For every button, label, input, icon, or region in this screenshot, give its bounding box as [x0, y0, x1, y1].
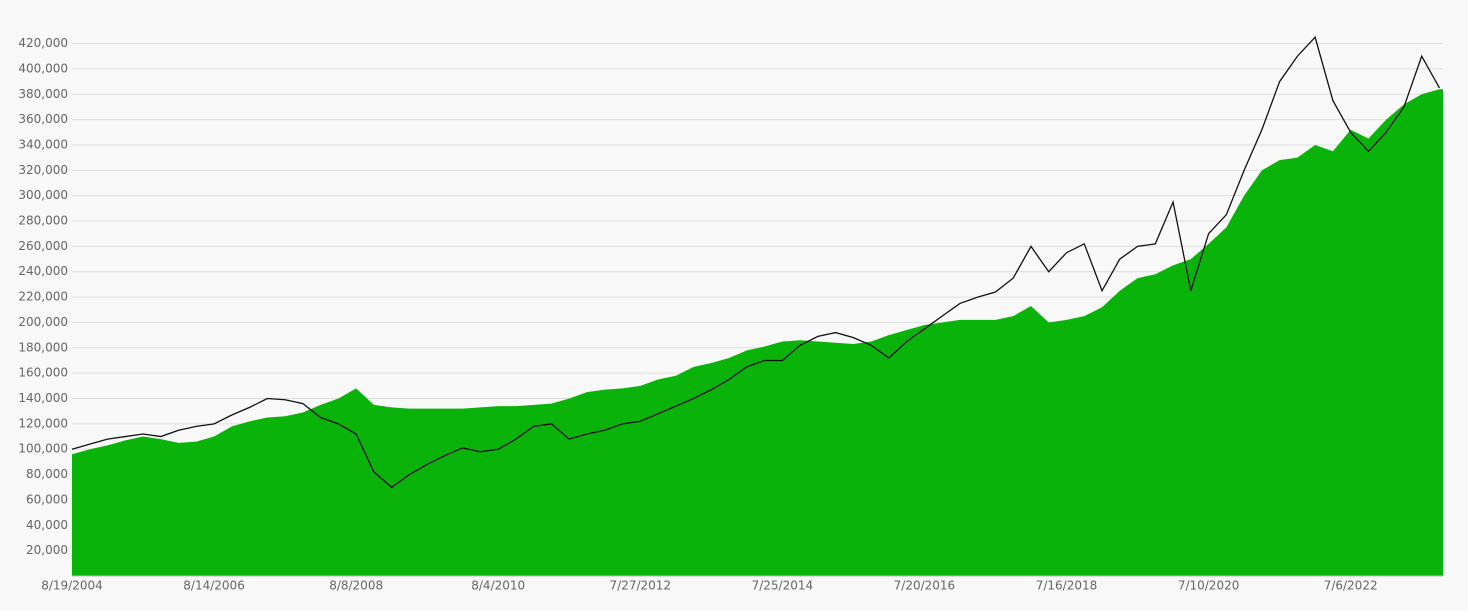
y-tick-label: 400,000	[18, 61, 68, 75]
x-tick-label: 8/8/2008	[329, 579, 383, 593]
y-tick-label: 220,000	[18, 290, 68, 304]
x-tick-label: 8/19/2004	[41, 579, 103, 593]
x-tick-label: 7/27/2012	[610, 579, 672, 593]
y-tick-label: 360,000	[18, 112, 68, 126]
y-tick-label: 200,000	[18, 315, 68, 329]
y-tick-label: 20,000	[26, 543, 68, 557]
y-tick-label: 120,000	[18, 416, 68, 430]
y-tick-label: 80,000	[26, 467, 68, 481]
y-tick-label: 140,000	[18, 391, 68, 405]
y-tick-label: 300,000	[18, 188, 68, 202]
x-tick-label: 7/20/2016	[894, 579, 956, 593]
y-tick-label: 240,000	[18, 264, 68, 278]
x-tick-label: 7/16/2018	[1036, 579, 1098, 593]
line	[71, 35, 1441, 489]
x-tick-label: 7/10/2020	[1178, 579, 1240, 593]
y-tick-label: 280,000	[18, 214, 68, 228]
y-tick-label: 380,000	[18, 87, 68, 101]
y-tick-label: 100,000	[18, 442, 68, 456]
x-tick-label: 7/6/2022	[1324, 579, 1378, 593]
y-tick-label: 40,000	[26, 518, 68, 532]
y-tick-label: 420,000	[18, 36, 68, 50]
y-tick-label: 260,000	[18, 239, 68, 253]
y-tick-label: 160,000	[18, 366, 68, 380]
y-tick-label: 60,000	[26, 492, 68, 506]
area	[72, 89, 1443, 576]
x-tick-label: 8/14/2006	[183, 579, 245, 593]
y-tick-label: 320,000	[18, 163, 68, 177]
x-tick-label: 7/25/2014	[752, 579, 814, 593]
x-tick-label: 8/4/2010	[471, 579, 525, 593]
y-tick-label: 180,000	[18, 340, 68, 354]
y-tick-label: 340,000	[18, 137, 68, 151]
